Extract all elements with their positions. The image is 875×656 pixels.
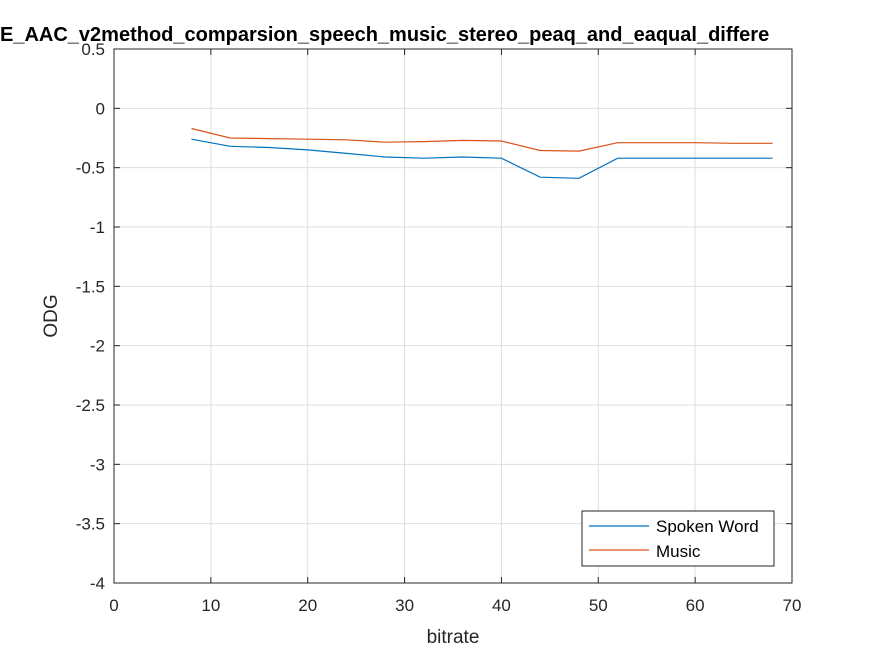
x-axis-label: bitrate <box>427 627 480 648</box>
x-tick-label: 60 <box>686 596 705 615</box>
x-tick-label: 20 <box>298 596 317 615</box>
axis-ticks: 0 10 20 30 40 50 60 70 0.5 0 -0.5 -1 -1.5 -2 -2.5 -3 -3.… <box>76 40 802 615</box>
y-tick-label: -2.5 <box>76 396 105 415</box>
y-tick-label: -3 <box>90 455 105 474</box>
y-axis-label: ODG <box>41 294 62 337</box>
y-tick-label: -3.5 <box>76 515 105 534</box>
y-tick-label: -4 <box>90 574 105 593</box>
y-tick-label: 0 <box>96 99 105 118</box>
y-tick-label: -2 <box>90 337 105 356</box>
x-tick-label: 50 <box>589 596 608 615</box>
series-line-music <box>191 127 773 152</box>
legend: Spoken Word Music <box>581 510 775 567</box>
y-tick-label: 0.5 <box>81 40 105 59</box>
legend-label-spoken-word: Spoken Word <box>656 517 759 536</box>
y-tick-label: -1.5 <box>76 277 105 296</box>
y-tick-label: -1 <box>90 218 105 237</box>
legend-label-music: Music <box>656 542 701 561</box>
x-tick-label: 40 <box>492 596 511 615</box>
x-tick-label: 0 <box>109 596 118 615</box>
x-tick-label: 70 <box>783 596 802 615</box>
chart-title: E_AAC_v2method_comparsion_speech_music_s… <box>0 24 769 46</box>
series-lines <box>191 127 773 179</box>
x-tick-label: 10 <box>201 596 220 615</box>
plot-area-border <box>113 48 793 584</box>
x-tick-label: 30 <box>395 596 414 615</box>
y-tick-label: -0.5 <box>76 159 105 178</box>
series-line-spoken-word <box>191 138 773 179</box>
legend-box <box>581 510 775 567</box>
